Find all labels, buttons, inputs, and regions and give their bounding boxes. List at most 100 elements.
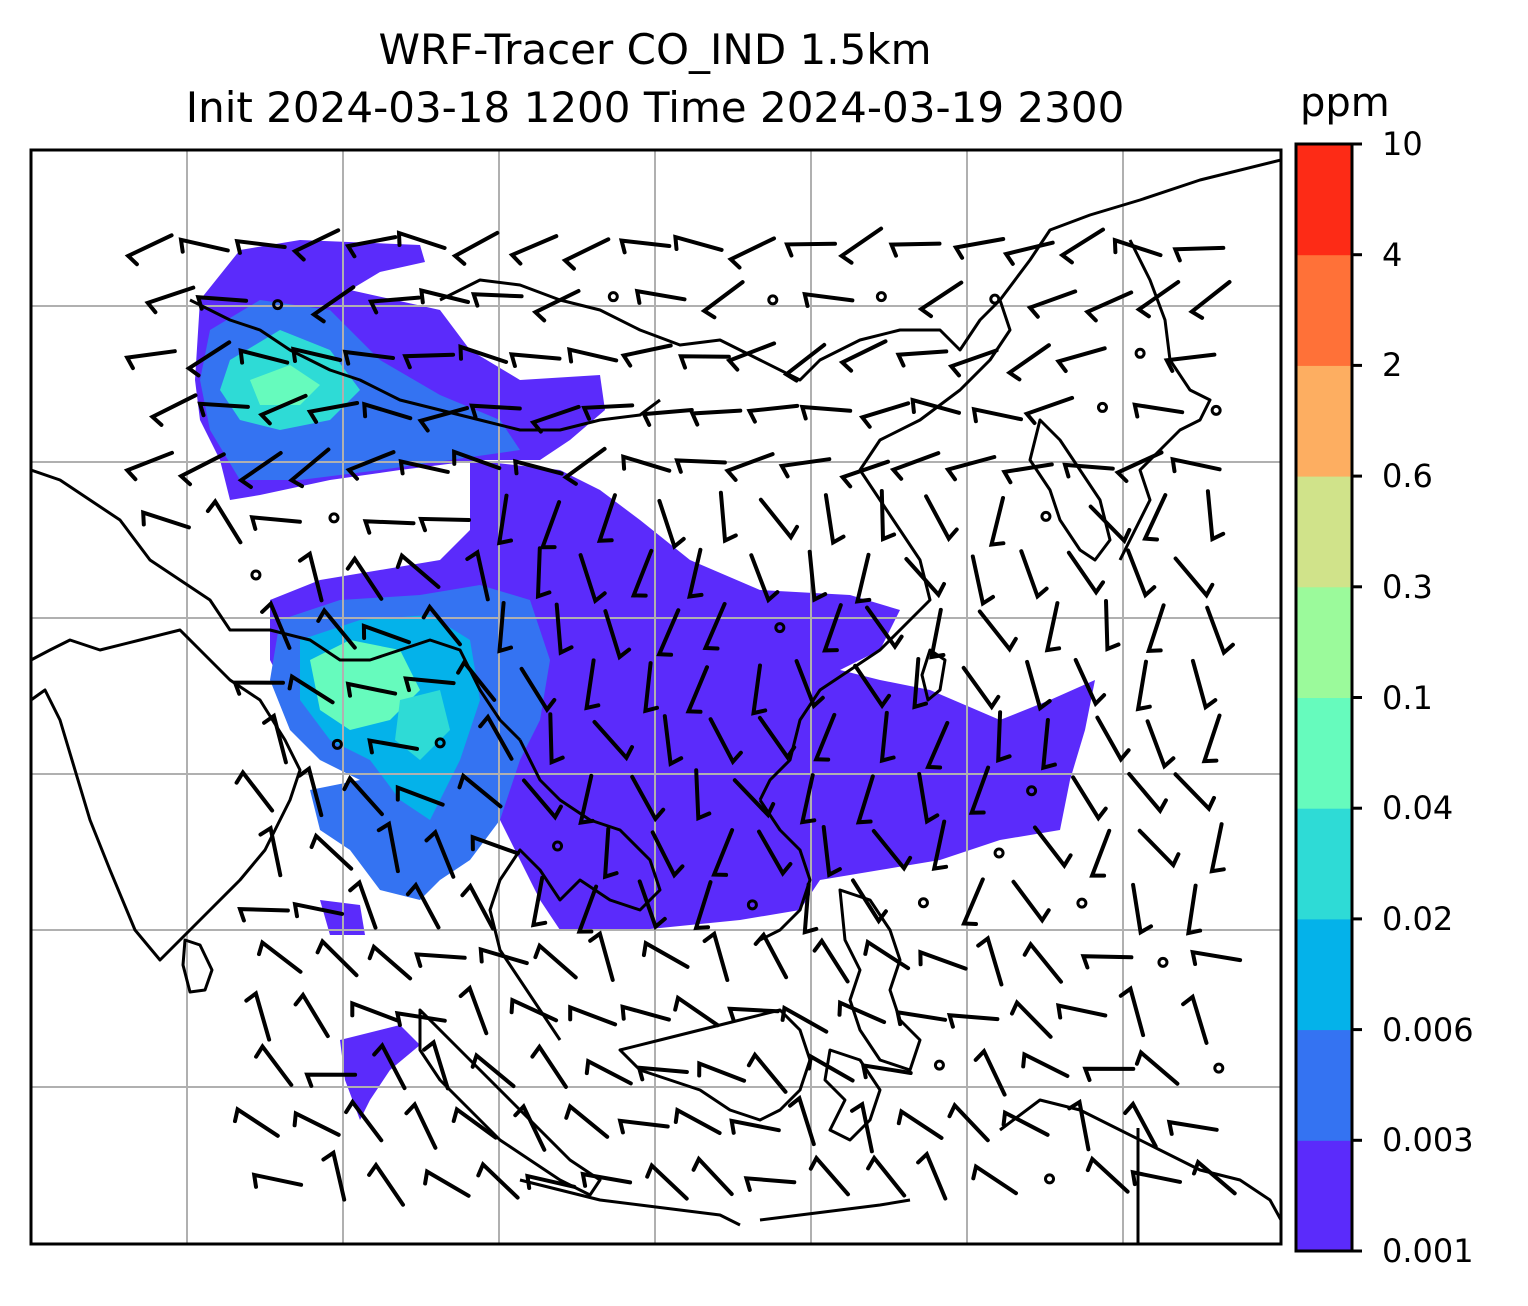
wind-barb: [1073, 658, 1107, 708]
wind-barb-calm: [272, 299, 284, 311]
wind-barb: [732, 778, 776, 819]
wind-barb: [177, 452, 226, 487]
colorbar-tick-label: 0.04: [1382, 789, 1454, 828]
wind-barb: [602, 826, 619, 880]
colorbar-unit-label: ppm: [1300, 80, 1390, 126]
wind-barb: [895, 1009, 948, 1027]
wind-barb: [813, 712, 837, 762]
wind-barb: [888, 241, 942, 258]
wind-barb: [529, 404, 581, 434]
wind-barb-calm: [1096, 401, 1108, 413]
wind-barb: [531, 289, 581, 323]
wind-barb: [822, 603, 843, 653]
wind-barb: [310, 285, 356, 324]
wind-barb: [1005, 343, 1051, 382]
wind-barb: [1082, 1066, 1136, 1082]
wind-barb: [451, 1106, 498, 1140]
wind-barb: [315, 937, 359, 978]
wind-barb-calm: [993, 847, 1005, 859]
wind-barb: [603, 609, 632, 661]
wind-barb: [561, 237, 611, 271]
wind-barb: [1022, 940, 1063, 984]
wind-barb: [1185, 883, 1203, 936]
colorbar-tick-label: 0.02: [1382, 899, 1454, 938]
wind-barb: [912, 657, 928, 710]
coastline-srilanka: [181, 938, 214, 994]
wind-barb: [496, 493, 513, 546]
wind-barb: [866, 1154, 907, 1198]
wind-barb-calm: [1026, 785, 1038, 797]
colorbar-segment: [1296, 808, 1352, 920]
wind-barb: [197, 401, 250, 418]
wind-barb: [251, 1172, 304, 1189]
wind-barb: [973, 1047, 1007, 1097]
wind-barb: [418, 516, 471, 533]
wind-barb: [419, 287, 470, 305]
wind-barb: [988, 496, 1006, 547]
wind-barb: [1181, 993, 1209, 1045]
wind-barb: [1010, 999, 1053, 1039]
wind-barb: [746, 403, 800, 424]
wind-barb: [673, 1106, 722, 1135]
wind-barb: [865, 605, 904, 651]
coastline-japan: [1118, 239, 1212, 561]
wind-barb: [1135, 280, 1181, 319]
wind-barb-calm: [774, 622, 786, 634]
wind-barb: [1118, 985, 1146, 1038]
wind-barb: [402, 352, 456, 370]
wind-barb: [917, 772, 940, 825]
wind-barb: [342, 349, 395, 366]
wind-barb: [778, 457, 832, 479]
map-gridlines: [31, 150, 1281, 1244]
wind-barb: [1190, 949, 1243, 966]
wind-barb: [185, 340, 232, 378]
wind-barb: [178, 237, 230, 254]
wind-barb: [291, 228, 341, 262]
colorbar-frame: [1294, 142, 1354, 1253]
wind-barb: [530, 1043, 568, 1089]
wind-barb-calm: [875, 291, 887, 303]
wind-barb: [592, 720, 634, 762]
wind-barb: [584, 1058, 633, 1086]
wind-barb: [896, 1108, 944, 1140]
wind-barb: [148, 393, 198, 427]
wind-barb: [362, 519, 416, 535]
wind-barb: [689, 408, 743, 427]
wind-barb: [309, 832, 354, 871]
wind-barb: [372, 1042, 407, 1091]
wind-barb: [620, 343, 673, 368]
wind-barb: [361, 623, 411, 645]
wind-barb: [345, 681, 398, 698]
wind-barb: [1066, 550, 1105, 596]
wind-barb: [530, 875, 548, 928]
wind-barb: [729, 1118, 781, 1135]
wind-barb: [702, 601, 727, 651]
colorbar-segment: [1296, 697, 1352, 809]
colorbar-tick-label: 0.3: [1382, 567, 1433, 606]
wind-barb: [693, 880, 713, 931]
wind-barb: [1134, 1049, 1180, 1086]
wind-barb: [976, 935, 1004, 987]
wind-barb-calm: [552, 840, 564, 852]
wind-barb: [232, 680, 285, 696]
wind-barb: [513, 458, 564, 476]
wind-barb: [539, 500, 562, 550]
wind-barb: [1041, 718, 1057, 771]
wind-barb: [724, 452, 775, 482]
wind-barb: [1132, 402, 1185, 419]
wind-barb: [348, 879, 378, 930]
wind-barb: [564, 1103, 610, 1139]
wind-barb: [808, 1154, 850, 1197]
tracer-core-central-peak: [310, 640, 420, 730]
wind-barb: [417, 406, 469, 433]
wind-barb: [476, 1160, 520, 1200]
colorbar-tick-label: 0.006: [1382, 1010, 1474, 1049]
wind-barb: [711, 828, 735, 877]
wind-barb: [947, 348, 999, 378]
wind-barb: [578, 773, 595, 825]
wind-barb: [838, 226, 884, 265]
colorbar-tick-label: 0.001: [1382, 1232, 1474, 1270]
wind-barb: [367, 943, 413, 981]
wind-barb: [758, 497, 799, 541]
wind-barb: [918, 949, 968, 971]
